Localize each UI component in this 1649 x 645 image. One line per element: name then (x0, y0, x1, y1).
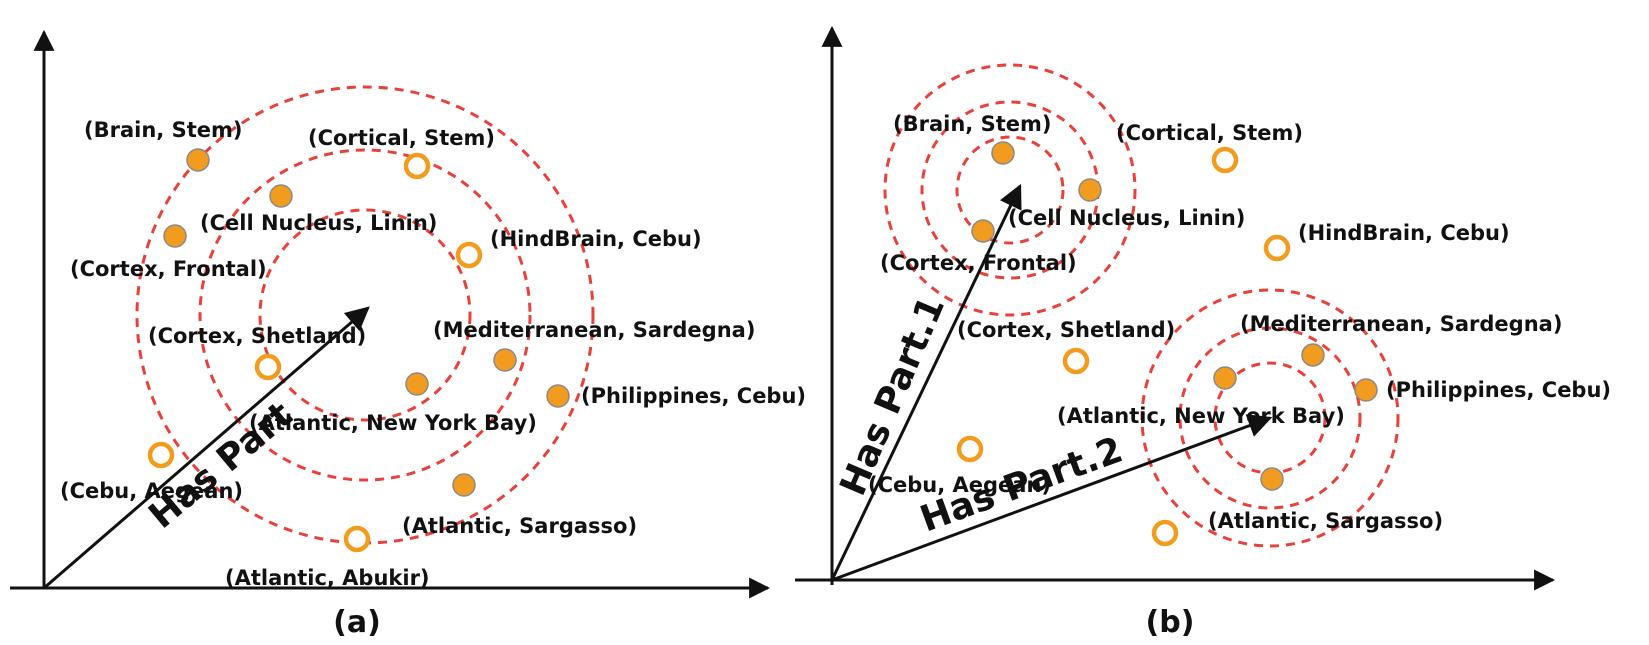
panel-b-upper-ring-outer (883, 63, 1137, 317)
panel-b-point-unlabeled (1151, 519, 1179, 547)
panel-b-label-brain-stem: (Brain, Stem) (893, 112, 1051, 136)
panel-a-point-cortical-stem (403, 152, 431, 180)
panel-a-point-mediterranean-sardegna (493, 348, 517, 372)
panel-a-label-cortical-stem: (Cortical, Stem) (308, 126, 495, 150)
panel-a-point-philippines-cebu (546, 384, 570, 408)
panel-a-point-cortex-shetland (254, 353, 282, 381)
panel-a-label-mediterranean-sardegna: (Mediterranean, Sardegna) (433, 318, 755, 342)
panel-b: Has Part.1 Has Part.2 (Brain, Stem) (Cor… (795, 25, 1611, 640)
panel-b-point-atlantic-new-york-bay (1213, 366, 1237, 390)
panel-a: Has Part (Brain, Stem) (Cortical, Stem) … (10, 29, 806, 640)
panel-b-point-cortex-shetland (1062, 347, 1090, 375)
panel-b-point-cebu-aegean (956, 435, 984, 463)
panel-a-ring-middle (198, 148, 532, 482)
panel-a-points (147, 148, 570, 553)
panel-b-label-cortex-frontal: (Cortex, Frontal) (880, 251, 1077, 275)
panel-a-point-atlantic-new-york-bay (405, 372, 429, 396)
panel-a-labels: (Brain, Stem) (Cortical, Stem) (Cell Nuc… (60, 118, 806, 590)
panel-b-label-philippines-cebu: (Philippines, Cebu) (1386, 378, 1611, 402)
panel-b-lower-ring-middle (1178, 326, 1362, 510)
panel-b-point-cortical-stem (1211, 146, 1239, 174)
panel-a-point-hindbrain-cebu (455, 241, 483, 269)
panel-b-label-mediterranean-sardegna: (Mediterranean, Sardegna) (1240, 312, 1562, 336)
panel-a-ring-inner (258, 208, 472, 422)
panel-b-point-hindbrain-cebu (1263, 234, 1291, 262)
panel-a-label-atlantic-abukir: (Atlantic, Abukir) (225, 566, 430, 590)
panel-b-point-brain-stem (991, 141, 1015, 165)
panel-b-label-atlantic-new-york-bay: (Atlantic, New York Bay) (1057, 404, 1345, 428)
panel-a-point-cortex-frontal (163, 224, 187, 248)
panel-b-caption: (b) (1146, 605, 1195, 640)
panel-a-label-philippines-cebu: (Philippines, Cebu) (581, 384, 806, 408)
panel-b-label-cortical-stem: (Cortical, Stem) (1116, 121, 1303, 145)
panel-b-labels: (Brain, Stem) (Cortical, Stem) (Cell Nuc… (868, 112, 1611, 533)
panel-b-label-cell-nucleus-linin: (Cell Nucleus, Linin) (1008, 206, 1245, 230)
panel-b-point-mediterranean-sardegna (1301, 343, 1325, 367)
panel-a-label-brain-stem: (Brain, Stem) (84, 118, 242, 142)
panel-b-point-philippines-cebu (1354, 378, 1378, 402)
panel-b-has-part-2-arrow (831, 414, 1273, 582)
panel-a-caption: (a) (333, 605, 381, 640)
panel-b-label-cortex-shetland: (Cortex, Shetland) (957, 318, 1175, 342)
panel-b-points (956, 141, 1378, 547)
panel-a-label-cebu-aegean: (Cebu, Aegean) (60, 479, 243, 503)
panel-a-point-cell-nucleus-linin (269, 184, 293, 208)
panel-b-lower-ring-outer (1140, 288, 1400, 548)
panel-a-has-part-arrow (43, 306, 370, 590)
panel-a-point-atlantic-abukir (343, 525, 371, 553)
panel-b-point-cortex-frontal (971, 219, 995, 243)
panel-a-point-brain-stem (186, 148, 210, 172)
panel-a-point-cebu-aegean (147, 441, 175, 469)
panel-b-label-atlantic-sargasso: (Atlantic, Sargasso) (1208, 509, 1443, 533)
panel-b-has-part-1-arrow (830, 183, 1022, 581)
panel-a-label-hindbrain-cebu: (HindBrain, Cebu) (490, 227, 702, 251)
panel-b-point-cell-nucleus-linin (1078, 178, 1102, 202)
panel-a-label-cortex-frontal: (Cortex, Frontal) (70, 257, 267, 281)
panel-b-label-cebu-aegean: (Cebu, Aegean) (868, 473, 1051, 497)
panel-b-point-atlantic-sargasso (1260, 467, 1284, 491)
panel-a-label-cell-nucleus-linin: (Cell Nucleus, Linin) (200, 211, 437, 235)
panel-b-label-hindbrain-cebu: (HindBrain, Cebu) (1298, 221, 1510, 245)
panel-a-point-atlantic-sargasso (452, 473, 476, 497)
panel-a-label-cortex-shetland: (Cortex, Shetland) (148, 324, 366, 348)
panel-b-upper-ring-inner (955, 135, 1065, 245)
panel-a-label-atlantic-new-york-bay: (Atlantic, New York Bay) (249, 411, 537, 435)
panel-b-has-part-1-label: Has Part.1 (833, 291, 953, 502)
panel-a-label-atlantic-sargasso: (Atlantic, Sargasso) (402, 514, 637, 538)
